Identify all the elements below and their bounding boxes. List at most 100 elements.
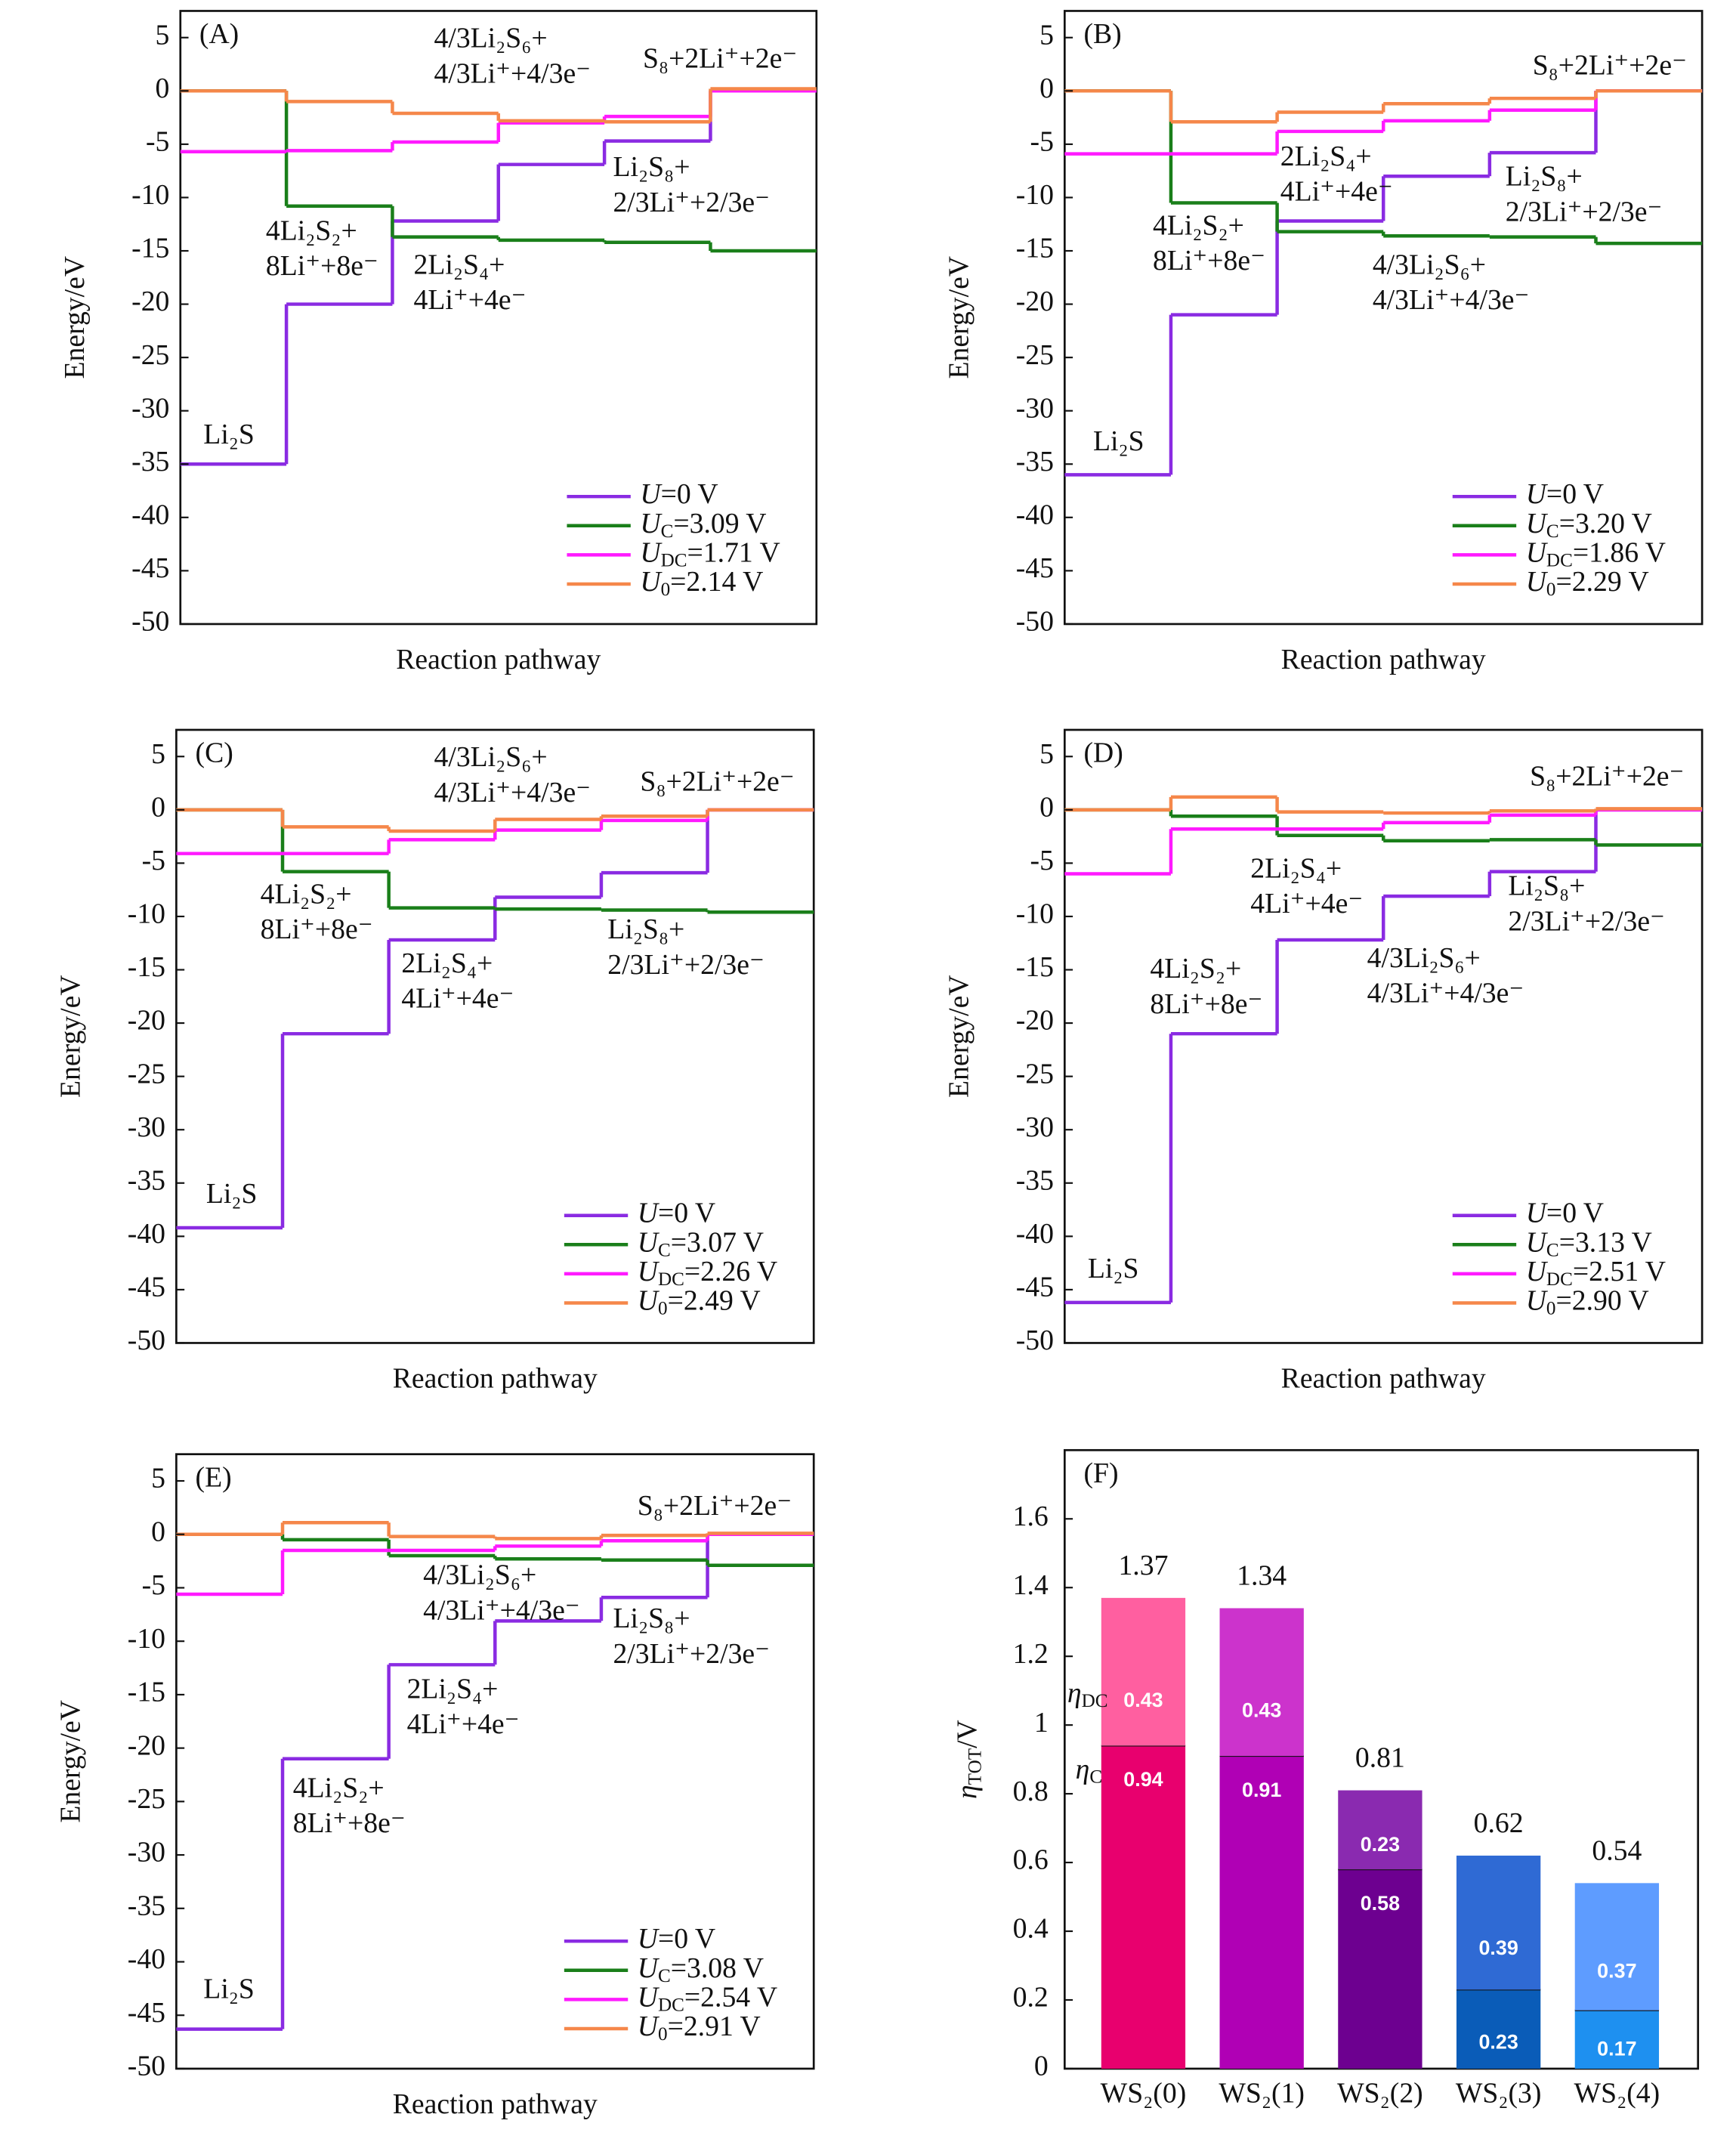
- annotation: 4Li₂S₂+: [261, 878, 352, 910]
- legend-label: UC=3.07 V: [638, 1226, 764, 1260]
- y-tick-label: -50: [128, 2051, 165, 2082]
- y-tick-label: -35: [128, 1164, 165, 1196]
- plot-frame: [1063, 728, 1704, 1344]
- y-tick-label: -30: [1016, 392, 1054, 424]
- legend-label: UC=3.20 V: [1526, 507, 1652, 541]
- y-tick-label: -5: [142, 845, 165, 876]
- y-tick-label: -30: [1016, 1111, 1054, 1143]
- value-label: 0.43: [1123, 1689, 1163, 1711]
- annotation: 2Li₂S₄+: [1250, 852, 1342, 884]
- y-tick-label: 5: [1039, 738, 1054, 770]
- annotation: Li₂S₈+: [613, 1603, 690, 1634]
- y-tick-label: -45: [128, 1272, 165, 1303]
- y-tick-label: 5: [151, 738, 165, 770]
- value-label: 0.37: [1597, 1959, 1636, 1982]
- y-tick-label: 0: [151, 791, 165, 823]
- y-tick-label: -40: [1016, 1218, 1054, 1250]
- bar-segment: [1574, 2010, 1660, 2069]
- y-tick-label: 1.4: [1013, 1569, 1049, 1601]
- y-tick-label: -20: [1016, 1005, 1054, 1037]
- y-tick-label: -30: [128, 1837, 165, 1868]
- annotation: 8Li⁺+8e⁻: [1153, 245, 1265, 277]
- bar-segment: [1574, 1883, 1660, 2011]
- y-tick-label: -5: [142, 1569, 165, 1601]
- y-tick-label: 0.2: [1013, 1982, 1049, 2014]
- y-tick-label: 0.8: [1013, 1776, 1049, 1807]
- plot-frame: [1063, 10, 1704, 626]
- legend-label: U0=2.90 V: [1526, 1284, 1649, 1318]
- legend-label: UDC=2.26 V: [638, 1256, 777, 1290]
- x-axis-label: Reaction pathway: [393, 2088, 598, 2120]
- x-tick-label: WS₂(3): [1456, 2078, 1542, 2110]
- bar-segment: [1456, 1989, 1541, 2069]
- total-label: 1.34: [1237, 1560, 1287, 1592]
- legend-label: U0=2.29 V: [1526, 566, 1649, 600]
- annotation: S₈+2Li⁺+2e⁻: [643, 43, 797, 75]
- series-label: ηDC: [1067, 1677, 1108, 1711]
- y-tick-label: -15: [131, 233, 169, 264]
- value-label: 0.23: [1361, 1833, 1400, 1856]
- y-tick-label: -45: [131, 552, 169, 584]
- bar-segment: [1219, 1756, 1304, 2069]
- annotation: 4Li⁺+4e⁻: [1250, 888, 1363, 920]
- legend-label: U=0 V: [640, 478, 718, 510]
- y-tick-label: -50: [1016, 606, 1054, 638]
- annotation: 4Li₂S₂+: [1150, 953, 1241, 984]
- x-tick-label: WS₂(0): [1101, 2078, 1187, 2110]
- y-tick-label: 1.6: [1013, 1501, 1049, 1532]
- annotation: 4Li⁺+4e⁻: [1280, 175, 1393, 207]
- bar-segment: [1101, 1597, 1186, 1746]
- annotation: 4Li₂S₂+: [266, 215, 357, 247]
- y-tick-label: 0.4: [1013, 1913, 1049, 1945]
- annotation: 2Li₂S₄+: [1280, 141, 1372, 172]
- y-axis-label: Energy/eV: [59, 256, 91, 379]
- value-label: 0.94: [1123, 1768, 1163, 1791]
- legend-label: UC=3.09 V: [640, 507, 766, 541]
- annotation: 4/3Li₂S₆+: [434, 741, 547, 773]
- legend-label: U=0 V: [1526, 1197, 1604, 1229]
- annotation: Li₂S: [203, 1973, 255, 2004]
- annotation: 4Li⁺+4e⁻: [414, 284, 527, 316]
- y-tick-label: -40: [131, 499, 169, 530]
- annotation: 8Li⁺+8e⁻: [1150, 988, 1262, 1020]
- bar-segment: [1338, 1869, 1422, 2069]
- y-tick-label: -35: [1016, 446, 1054, 478]
- y-tick-label: 0: [1039, 791, 1054, 823]
- bar-segment: [1456, 1855, 1541, 1990]
- annotation: Li₂S: [1088, 1253, 1139, 1284]
- y-axis-label: Energy/eV: [944, 256, 975, 379]
- annotation: 8Li⁺+8e⁻: [261, 913, 373, 945]
- legend-label: U=0 V: [638, 1197, 715, 1229]
- y-tick-label: 1: [1034, 1707, 1049, 1739]
- annotation: 4/3Li⁺+4/3e⁻: [1367, 978, 1524, 1009]
- annotation: 4/3Li₂S₆+: [1367, 942, 1481, 974]
- y-axis-label: Energy/eV: [944, 975, 975, 1098]
- y-tick-label: -25: [128, 1058, 165, 1090]
- annotation: 2/3Li⁺+2/3e⁻: [607, 949, 765, 981]
- bar-segment: [1338, 1790, 1422, 1870]
- legend-label: U0=2.91 V: [638, 2011, 761, 2045]
- legend-label: U=0 V: [1526, 478, 1604, 510]
- y-tick-label: -35: [131, 446, 169, 478]
- panel-label: (A): [199, 18, 239, 50]
- annotation: 2Li₂S₄+: [414, 249, 505, 280]
- y-tick-label: 5: [151, 1463, 165, 1494]
- annotation: Li₂S: [203, 419, 255, 450]
- y-tick-label: 0: [156, 73, 170, 104]
- annotation: 4Li₂S₂+: [293, 1773, 385, 1804]
- panel-label: (F): [1083, 1457, 1118, 1489]
- y-tick-label: 0: [1039, 73, 1054, 104]
- annotation: 8Li⁺+8e⁻: [266, 250, 378, 282]
- y-tick-label: -35: [1016, 1164, 1054, 1196]
- y-tick-label: -40: [128, 1943, 165, 1975]
- y-tick-label: -20: [131, 286, 169, 317]
- annotation: 2/3Li⁺+2/3e⁻: [1506, 196, 1663, 227]
- y-tick-label: -10: [1016, 898, 1054, 930]
- y-tick-label: -20: [128, 1729, 165, 1761]
- y-tick-label: -25: [1016, 1058, 1054, 1090]
- legend-label: UDC=1.71 V: [640, 536, 780, 570]
- y-tick-label: -40: [128, 1218, 165, 1250]
- y-tick-label: -10: [128, 1623, 165, 1655]
- annotation: Li₂S₈+: [1508, 870, 1585, 902]
